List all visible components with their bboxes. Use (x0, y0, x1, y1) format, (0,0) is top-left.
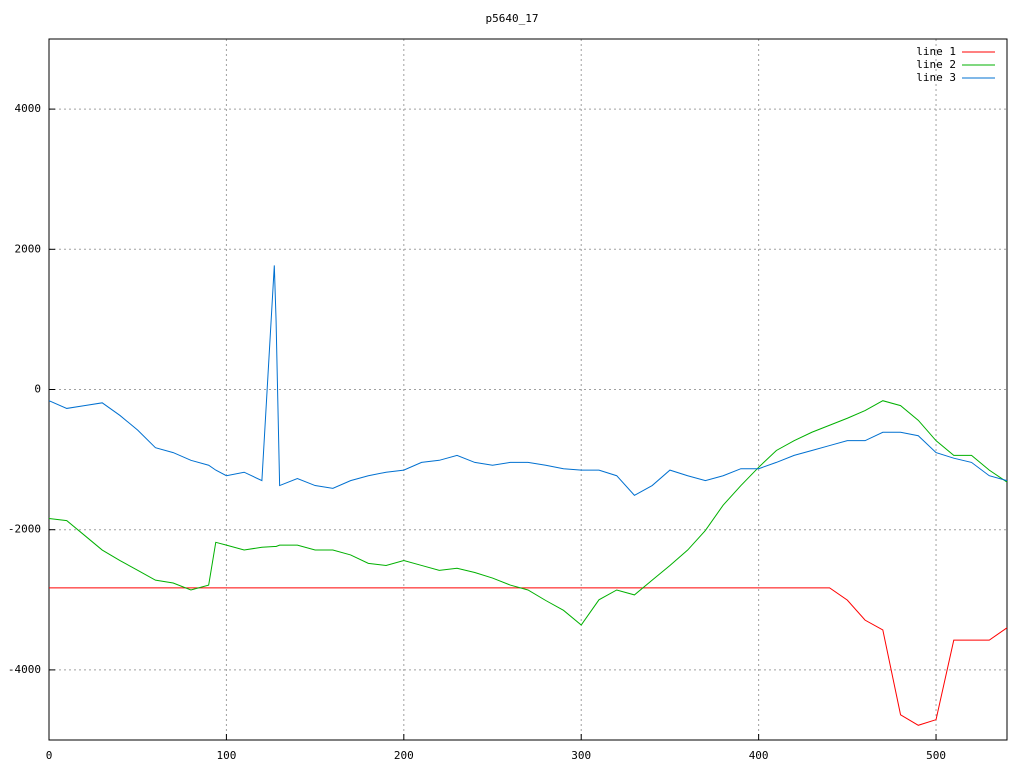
y-tick-label: 0 (34, 383, 41, 396)
x-tick-label: 100 (216, 749, 236, 762)
x-tick-label: 400 (749, 749, 769, 762)
x-tick-label: 300 (571, 749, 591, 762)
y-tick-label: -4000 (8, 663, 41, 676)
legend-label: line 3 (916, 71, 956, 84)
chart-title: p5640_17 (486, 12, 539, 25)
x-tick-label: 500 (926, 749, 946, 762)
series-line (48, 265, 1008, 496)
series-line (48, 400, 1008, 626)
series-line (49, 587, 1008, 726)
y-tick-label: -2000 (8, 523, 41, 536)
legend-label: line 1 (916, 45, 956, 58)
y-tick-label: 4000 (15, 102, 42, 115)
y-tick-label: 2000 (15, 242, 42, 255)
legend-label: line 2 (916, 58, 956, 71)
x-tick-label: 200 (394, 749, 414, 762)
plot-border (48, 38, 1008, 741)
x-tick-label: 0 (46, 749, 53, 762)
